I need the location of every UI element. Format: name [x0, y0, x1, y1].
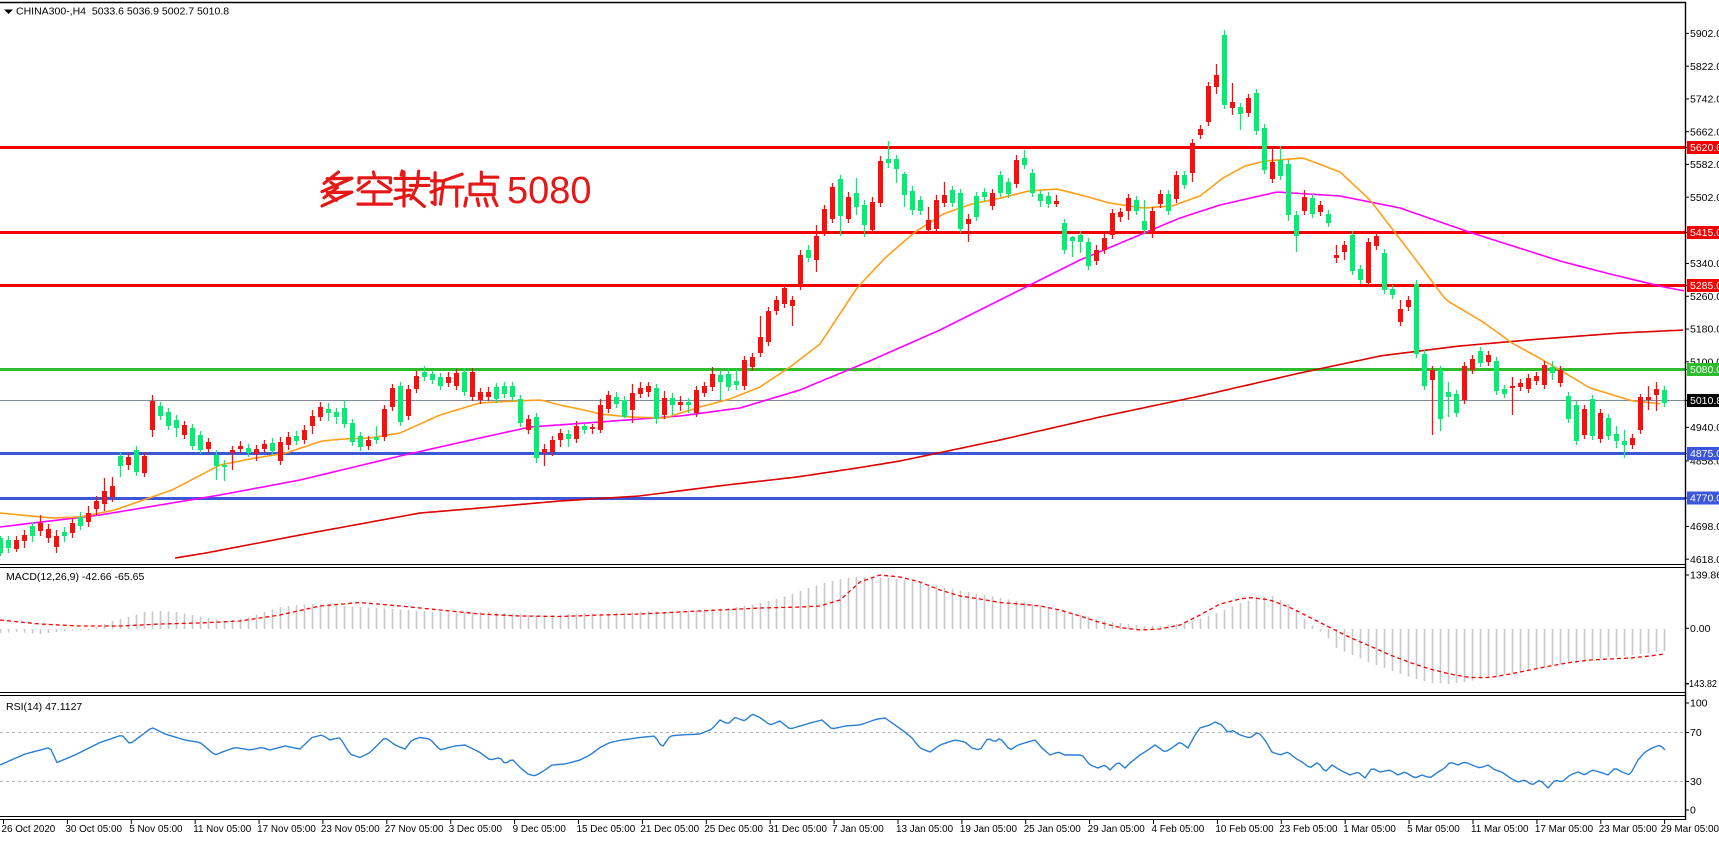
svg-text:17 Mar 05:00: 17 Mar 05:00 [1535, 824, 1594, 835]
svg-text:4770.0: 4770.0 [1690, 493, 1719, 505]
svg-text:0: 0 [1690, 805, 1696, 817]
svg-text:23 Mar 05:00: 23 Mar 05:00 [1599, 824, 1658, 835]
svg-text:5340.0: 5340.0 [1690, 258, 1719, 270]
svg-text:7 Jan 05:00: 7 Jan 05:00 [832, 824, 884, 835]
svg-text:26 Oct 2020: 26 Oct 2020 [2, 824, 56, 835]
svg-text:25 Jan 05:00: 25 Jan 05:00 [1024, 824, 1082, 835]
svg-text:3 Dec 05:00: 3 Dec 05:00 [449, 824, 503, 835]
svg-text:139.86: 139.86 [1690, 570, 1719, 582]
svg-text:29 Jan 05:00: 29 Jan 05:00 [1088, 824, 1146, 835]
svg-text:11 Nov 05:00: 11 Nov 05:00 [193, 824, 252, 835]
svg-text:4875.0: 4875.0 [1690, 448, 1719, 460]
svg-text:100: 100 [1690, 698, 1708, 710]
svg-text:5415.0: 5415.0 [1690, 227, 1719, 239]
svg-text:0.00: 0.00 [1690, 623, 1711, 635]
svg-text:30 Oct 05:00: 30 Oct 05:00 [65, 824, 122, 835]
svg-text:MACD(12,26,9) -42.66 -65.65: MACD(12,26,9) -42.66 -65.65 [6, 571, 144, 583]
svg-text:25 Dec 05:00: 25 Dec 05:00 [704, 824, 763, 835]
svg-text:-143.82: -143.82 [1686, 679, 1717, 690]
svg-text:9 Dec 05:00: 9 Dec 05:00 [513, 824, 567, 835]
svg-text:15 Dec 05:00: 15 Dec 05:00 [577, 824, 636, 835]
svg-text:1 Mar 05:00: 1 Mar 05:00 [1343, 824, 1396, 835]
svg-text:5662.0: 5662.0 [1690, 126, 1719, 138]
svg-text:29 Mar 05:00: 29 Mar 05:00 [1661, 824, 1719, 835]
svg-text:5902.0: 5902.0 [1690, 28, 1719, 40]
svg-text:5822.0: 5822.0 [1690, 61, 1719, 73]
svg-text:5080.0: 5080.0 [1690, 364, 1719, 376]
svg-text:4940.0: 4940.0 [1690, 422, 1719, 434]
svg-text:31 Dec 05:00: 31 Dec 05:00 [768, 824, 827, 835]
svg-text:27 Nov 05:00: 27 Nov 05:00 [385, 824, 444, 835]
svg-text:23 Nov 05:00: 23 Nov 05:00 [321, 824, 380, 835]
svg-text:13 Jan 05:00: 13 Jan 05:00 [896, 824, 954, 835]
svg-text:23 Feb 05:00: 23 Feb 05:00 [1279, 824, 1338, 835]
svg-text:5285.0: 5285.0 [1690, 280, 1719, 292]
svg-text:4618.0: 4618.0 [1690, 554, 1719, 566]
svg-text:5180.0: 5180.0 [1690, 324, 1719, 336]
svg-text:5620.0: 5620.0 [1690, 142, 1719, 154]
svg-text:4 Feb 05:00: 4 Feb 05:00 [1152, 824, 1205, 835]
svg-text:10 Feb 05:00: 10 Feb 05:00 [1215, 824, 1274, 835]
svg-text:5260.0: 5260.0 [1690, 291, 1719, 303]
svg-text:5010.8: 5010.8 [1690, 395, 1719, 407]
svg-text:RSI(14) 47.1127: RSI(14) 47.1127 [6, 701, 82, 713]
svg-text:11 Mar 05:00: 11 Mar 05:00 [1471, 824, 1529, 835]
svg-text:5080: 5080 [507, 170, 592, 212]
svg-text:5502.0: 5502.0 [1690, 192, 1719, 204]
svg-text:CHINA300-,H4 5033.6 5036.9 50: CHINA300-,H4 5033.6 5036.9 5002.7 5010.8 [16, 6, 229, 18]
svg-text:5 Mar 05:00: 5 Mar 05:00 [1407, 824, 1460, 835]
svg-text:4698.0: 4698.0 [1690, 521, 1719, 533]
svg-text:5582.0: 5582.0 [1690, 159, 1719, 171]
svg-text:17 Nov 05:00: 17 Nov 05:00 [257, 824, 316, 835]
svg-text:70: 70 [1690, 727, 1702, 739]
svg-text:5742.0: 5742.0 [1690, 94, 1719, 106]
svg-text:19 Jan 05:00: 19 Jan 05:00 [960, 824, 1018, 835]
svg-text:30: 30 [1690, 776, 1702, 788]
svg-text:21 Dec 05:00: 21 Dec 05:00 [640, 824, 699, 835]
svg-text:5 Nov 05:00: 5 Nov 05:00 [129, 824, 183, 835]
